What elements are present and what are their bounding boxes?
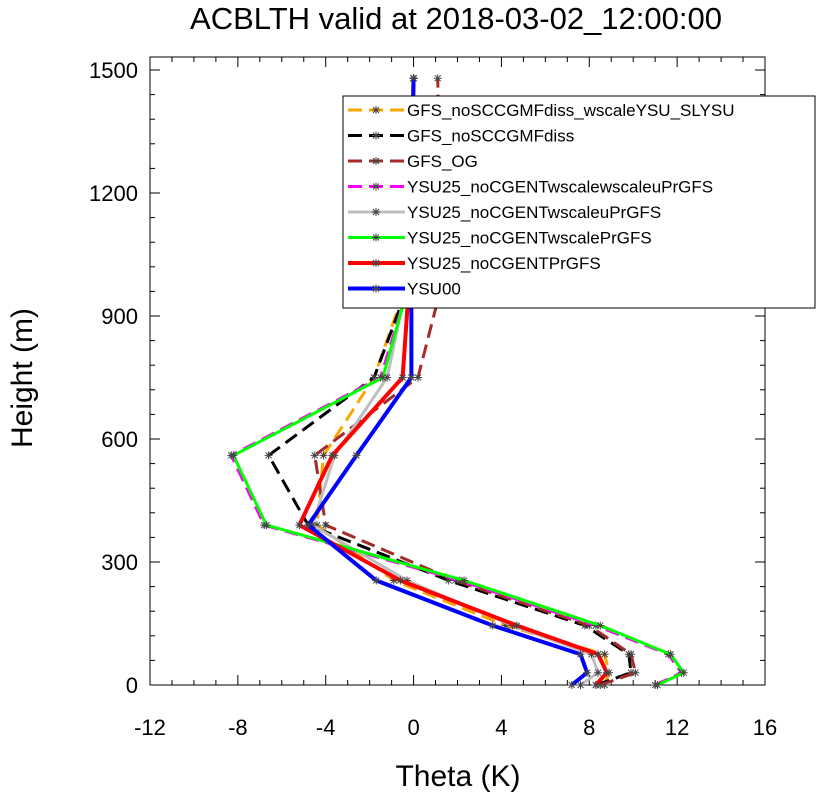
y-tick-label: 300 bbox=[101, 550, 138, 575]
data-point-marker bbox=[631, 668, 640, 677]
data-point-marker bbox=[389, 576, 398, 585]
data-point-marker bbox=[460, 576, 469, 585]
data-point-marker bbox=[319, 451, 328, 460]
data-point-marker bbox=[501, 621, 510, 630]
data-point-marker bbox=[295, 521, 304, 530]
legend-entry-label: GFS_noSCCGMFdiss_wscaleYSU_SLYSU bbox=[407, 101, 735, 120]
data-point-marker bbox=[352, 451, 361, 460]
x-tick-label: 16 bbox=[753, 715, 777, 740]
y-axis-label: Height (m) bbox=[6, 308, 39, 448]
legend-marker bbox=[372, 259, 380, 267]
x-axis-label: Theta (K) bbox=[395, 760, 520, 793]
legend: GFS_noSCCGMFdiss_wscaleYSU_SLYSU GFS_noSC… bbox=[342, 95, 816, 309]
x-tick-label: 4 bbox=[495, 715, 507, 740]
data-point-marker bbox=[312, 521, 321, 530]
x-tick-label: 8 bbox=[583, 715, 595, 740]
legend-marker bbox=[372, 233, 380, 242]
data-point-marker bbox=[591, 681, 600, 689]
data-point-marker bbox=[653, 681, 662, 689]
data-point-marker bbox=[567, 681, 576, 689]
x-tick-label: -4 bbox=[316, 715, 336, 740]
data-point-marker bbox=[310, 451, 319, 460]
legend-box bbox=[342, 95, 816, 309]
legend-entry-label: YSU00 bbox=[407, 280, 461, 299]
data-point-marker bbox=[596, 621, 605, 630]
legend-entry-label: GFS_OG bbox=[407, 152, 478, 171]
x-tick-label: 0 bbox=[407, 715, 419, 740]
y-tick-label: 1200 bbox=[89, 181, 138, 206]
data-point-marker bbox=[304, 521, 313, 530]
y-tick-label: 600 bbox=[101, 427, 138, 452]
data-point-marker bbox=[594, 668, 603, 677]
data-point-marker bbox=[444, 576, 453, 585]
legend-entry-label: YSU25_noCGENTwscalewscaleuPrGFS bbox=[407, 178, 713, 197]
data-point-marker bbox=[383, 373, 392, 382]
legend-entry-label: YSU25_noCGENTwscaleuPrGFS bbox=[407, 203, 661, 222]
x-tick-label: -12 bbox=[134, 715, 166, 740]
data-point-marker bbox=[409, 74, 418, 83]
y-tick-label: 1500 bbox=[89, 58, 138, 83]
legend-marker bbox=[372, 208, 380, 216]
data-point-marker bbox=[396, 576, 405, 585]
data-point-marker bbox=[433, 74, 442, 83]
legend-marker bbox=[372, 106, 380, 114]
data-point-marker bbox=[576, 650, 585, 659]
data-point-marker bbox=[321, 521, 330, 530]
data-point-marker bbox=[627, 650, 636, 659]
legend-entry-label: YSU25_noCGENTPrGFS bbox=[407, 254, 601, 273]
data-point-marker bbox=[413, 373, 422, 382]
data-point-marker bbox=[488, 621, 497, 630]
x-tick-label: -8 bbox=[228, 715, 248, 740]
data-point-marker bbox=[602, 668, 611, 677]
data-point-marker bbox=[666, 650, 675, 659]
data-point-marker bbox=[679, 668, 688, 677]
legend-marker bbox=[372, 131, 380, 140]
data-point-marker bbox=[402, 576, 411, 585]
data-point-marker bbox=[596, 681, 605, 689]
y-tick-label: 900 bbox=[101, 304, 138, 329]
data-point-marker bbox=[576, 681, 585, 689]
data-point-marker bbox=[229, 451, 238, 460]
data-point-marker bbox=[308, 521, 317, 530]
data-point-marker bbox=[407, 373, 416, 382]
x-tick-label: 12 bbox=[665, 715, 689, 740]
data-point-marker bbox=[398, 373, 407, 382]
legend-marker bbox=[372, 157, 380, 165]
data-point-marker bbox=[587, 650, 596, 659]
y-tick-label: 0 bbox=[126, 673, 138, 698]
chart-title: ACBLTH valid at 2018-03-02_12:00:00 bbox=[190, 1, 722, 36]
data-point-marker bbox=[262, 521, 271, 530]
data-point-marker bbox=[594, 650, 603, 659]
data-point-marker bbox=[372, 576, 381, 585]
data-point-marker bbox=[370, 373, 379, 382]
data-point-marker bbox=[585, 621, 594, 630]
data-point-marker bbox=[600, 650, 609, 659]
legend-entry-label: GFS_noSCCGMFdiss bbox=[407, 127, 574, 146]
data-point-marker bbox=[378, 373, 387, 382]
legend-marker bbox=[372, 284, 380, 293]
legend-entry-label: YSU25_noCGENTwscalePrGFS bbox=[407, 229, 652, 248]
data-point-marker bbox=[264, 451, 273, 460]
data-point-marker bbox=[583, 668, 592, 677]
data-point-marker bbox=[328, 451, 337, 460]
legend-marker bbox=[372, 182, 380, 191]
data-point-marker bbox=[512, 621, 521, 630]
